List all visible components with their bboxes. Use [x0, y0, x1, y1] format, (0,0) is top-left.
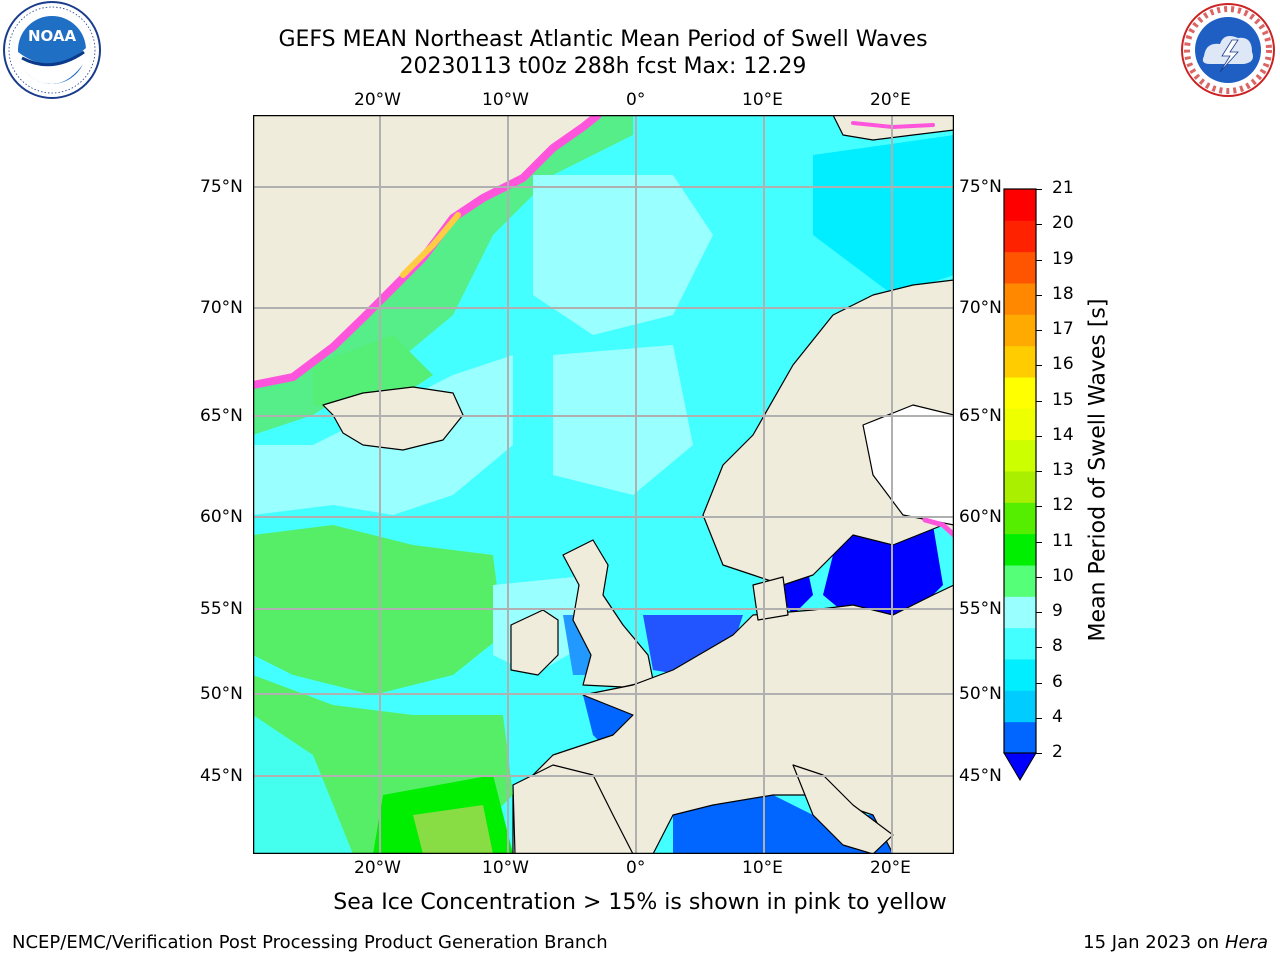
colorbar-segment: [1004, 408, 1036, 441]
colorbar-tick-label: 11: [1052, 530, 1074, 551]
footer-credit: NCEP/EMC/Verification Post Processing Pr…: [12, 932, 608, 953]
lat-label-right-45n: 45°N: [959, 766, 1002, 786]
colorbar-segment: [1004, 251, 1036, 284]
colorbar-tick-labels: 21 20 19 18 17 16 15 14 13 12 11 10 9 8 6 4 2: [1036, 0, 1092, 960]
colorbar-tick-mark: [1036, 506, 1042, 508]
colorbar-tick-mark: [1036, 294, 1042, 296]
colorbar-tick-label: 16: [1052, 354, 1074, 375]
colorbar-segment: [1004, 283, 1036, 315]
colorbar-segment: [1004, 345, 1036, 378]
north-sea-south: [643, 615, 743, 675]
colorbar-tick-label: 17: [1052, 319, 1074, 339]
colorbar-tick-label: 13: [1052, 460, 1074, 480]
colorbar-tick-label: 14: [1052, 424, 1074, 445]
colorbar-segment: [1004, 627, 1036, 660]
lat-label-left-70n: 70°N: [200, 298, 243, 318]
colorbar-segment: [1004, 377, 1036, 409]
lon-label-bottom-10e: 10°E: [742, 858, 783, 878]
baltic-sea: [761, 525, 943, 620]
colorbar-tick-label: 21: [1052, 178, 1074, 198]
footer-host: Hera: [1224, 932, 1268, 953]
colorbar-segment: [1004, 533, 1036, 566]
noaa-logo: NOAA: [0, 0, 104, 104]
colorbar-tick-label: 10: [1052, 565, 1074, 586]
colorbar-tick-label: 12: [1052, 495, 1074, 516]
lon-label-bottom-20w: 20°W: [354, 858, 401, 878]
italy: [792, 764, 894, 855]
lon-label-bottom-0: 0°: [626, 858, 646, 878]
lon-label-top-10w: 10°W: [482, 90, 529, 110]
colorbar-underflow-triangle: [1003, 752, 1037, 781]
colorbar-tick-mark: [1036, 189, 1042, 190]
colorbar-tick-mark: [1036, 576, 1042, 578]
lat-label-left-45n: 45°N: [200, 766, 243, 786]
lat-label-right-50n: 50°N: [959, 684, 1002, 704]
denmark: [752, 576, 789, 621]
colorbar-tick-mark: [1036, 541, 1042, 543]
lat-label-right-70n: 70°N: [959, 298, 1002, 318]
lat-label-left-55n: 55°N: [200, 599, 243, 619]
lon-label-top-0: 0°: [626, 90, 646, 110]
sea-ice-caption: Sea Ice Concentration > 15% is shown in …: [333, 890, 947, 915]
colorbar-tick-label: 2: [1052, 742, 1063, 762]
colorbar: [1000, 186, 1040, 786]
footer-date-text: 15 Jan 2023 on: [1083, 932, 1225, 953]
lon-label-bottom-10w: 10°W: [482, 858, 529, 878]
graticule: [253, 115, 954, 854]
colorbar-tick-mark: [1036, 612, 1042, 613]
colorbar-segment: [1004, 690, 1036, 723]
lon-label-top-10e: 10°E: [742, 90, 783, 110]
colorbar-tick-mark: [1036, 753, 1042, 754]
chart-subtitle: 20230113 t00z 288h fcst Max: 12.29: [399, 54, 807, 79]
colorbar-tick-label: 9: [1052, 601, 1063, 621]
iceland: [322, 386, 464, 451]
lat-label-left-50n: 50°N: [200, 684, 243, 704]
colorbar-segment: [1004, 314, 1036, 347]
colorbar-tick-mark: [1036, 435, 1042, 437]
colorbar-tick-label: 19: [1052, 248, 1074, 269]
colorbar-tick-mark: [1036, 717, 1042, 719]
colorbar-tick-mark: [1036, 647, 1042, 649]
colorbar-segment: [1004, 471, 1036, 503]
colorbar-segment: [1004, 439, 1036, 472]
lon-label-top-20w: 20°W: [354, 90, 401, 110]
colorbar-tick-label: 4: [1052, 706, 1063, 727]
colorbar-tick-label: 6: [1052, 671, 1063, 692]
colorbar-tick-mark: [1036, 224, 1042, 226]
lat-label-left-65n: 65°N: [200, 406, 243, 426]
colorbar-segment: [1004, 721, 1036, 754]
colorbar-tick-label: 18: [1052, 283, 1074, 304]
lat-label-left-75n: 75°N: [200, 177, 243, 197]
colorbar-tick-mark: [1036, 330, 1042, 331]
colorbar-title: Mean Period of Swell Waves [s]: [1085, 298, 1111, 642]
colorbar-tick-mark: [1036, 400, 1042, 402]
colorbar-tick-mark: [1036, 365, 1042, 367]
colorbar-segment: [1004, 596, 1036, 629]
colorbar-segment: [1004, 565, 1036, 597]
nws-logo: [1176, 0, 1280, 100]
lat-label-left-60n: 60°N: [200, 507, 243, 527]
colorbar-tick-label: 8: [1052, 636, 1063, 657]
colorbar-segments: [1004, 189, 1036, 754]
colorbar-tick-mark: [1036, 471, 1042, 472]
colorbar-segment: [1004, 220, 1036, 253]
lat-label-right-65n: 65°N: [959, 406, 1002, 426]
colorbar-segment: [1004, 659, 1036, 691]
lon-label-top-20e: 20°E: [870, 90, 911, 110]
map-panel: [249, 111, 957, 855]
lat-label-right-55n: 55°N: [959, 599, 1002, 619]
chart-title: GEFS MEAN Northeast Atlantic Mean Period…: [278, 27, 928, 52]
lon-label-bottom-20e: 20°E: [870, 858, 911, 878]
lat-label-right-75n: 75°N: [959, 177, 1002, 197]
colorbar-tick-label: 15: [1052, 389, 1074, 410]
footer-date: 15 Jan 2023 on Hera: [1083, 932, 1268, 953]
lat-label-right-60n: 60°N: [959, 507, 1002, 527]
colorbar-tick-label: 20: [1052, 213, 1074, 234]
colorbar-tick-mark: [1036, 682, 1042, 684]
colorbar-tick-mark: [1036, 259, 1042, 261]
colorbar-segment: [1004, 502, 1036, 535]
svg-text:NOAA: NOAA: [28, 27, 77, 45]
colorbar-segment: [1004, 189, 1036, 221]
